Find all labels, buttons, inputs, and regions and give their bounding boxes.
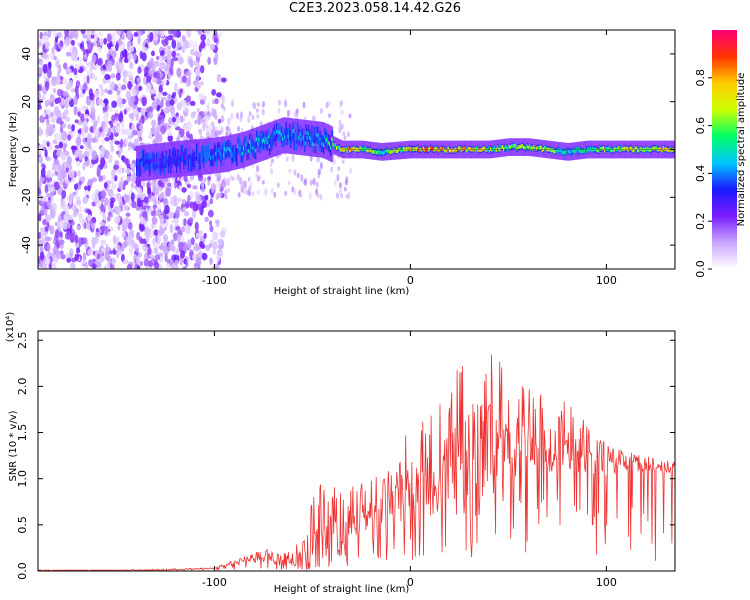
bottom-y-tick-label: 1.0	[16, 470, 29, 488]
snr-line	[38, 354, 675, 572]
top-y-tick-label: 20	[20, 95, 33, 109]
bottom-y-tick-label: 0.0	[16, 562, 29, 580]
spectrogram-noise	[38, 30, 353, 269]
top-x-axis-label: Height of straight line (km)	[274, 286, 410, 297]
colorbar-tick-label: 0.8	[694, 69, 707, 87]
colorbar-tick-label: 0.2	[694, 212, 707, 230]
bottom-x-axis-label: Height of straight line (km)	[274, 584, 410, 595]
top-y-tick-label: 0	[20, 146, 33, 153]
colorbar-tick-label: 0.0	[694, 260, 707, 278]
top-y-tick-label: -20	[20, 188, 33, 206]
colorbar	[712, 30, 737, 269]
top-y-tick-label: -40	[20, 236, 33, 254]
top-x-tick-label: -100	[202, 274, 227, 287]
colorbar-tick-label: 0.6	[694, 117, 707, 135]
colorbar-label: Normalized spectral amplitude	[736, 73, 747, 227]
bottom-y-tick-label: 1.5	[16, 424, 29, 442]
bottom-y-multiplier: (x10⁴)	[5, 312, 16, 343]
bottom-x-tick-label: 0	[407, 576, 414, 589]
top-y-axis-label: Frequency (Hz)	[8, 112, 19, 188]
bottom-y-tick-label: 2.5	[16, 331, 29, 349]
bottom-x-tick-label: -100	[202, 576, 227, 589]
top-x-tick-label: 0	[407, 274, 414, 287]
bottom-y-tick-label: 0.5	[16, 516, 29, 534]
top-x-tick-label: 100	[596, 274, 617, 287]
page-title: C2E3.2023.058.14.42.G26	[288, 1, 462, 16]
bottom-x-tick-label: 100	[596, 576, 617, 589]
bottom-y-axis-label: SNR (10 * v/v)	[8, 410, 19, 481]
bottom-y-tick-label: 2.0	[16, 378, 29, 396]
top-y-tick-label: 40	[20, 47, 33, 61]
colorbar-tick-label: 0.4	[694, 165, 707, 183]
bottom-plot-frame	[37, 330, 676, 572]
